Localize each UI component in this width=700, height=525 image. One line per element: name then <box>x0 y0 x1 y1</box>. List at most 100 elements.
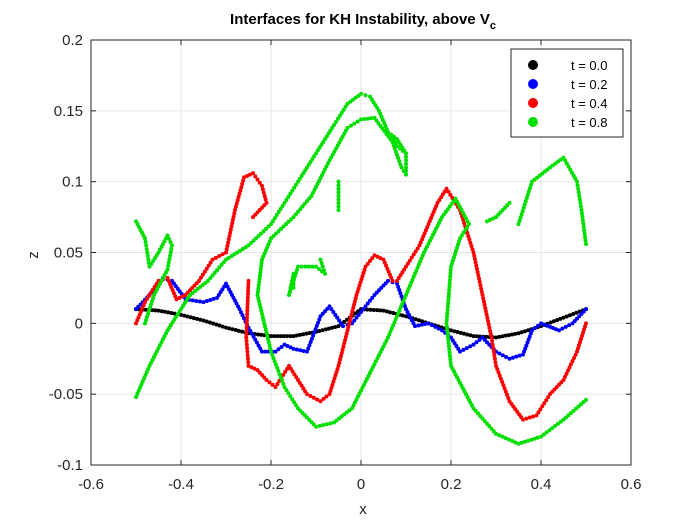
data-point <box>265 333 270 338</box>
data-point <box>299 264 304 269</box>
data-point <box>310 157 315 161</box>
data-point <box>500 353 505 358</box>
data-point <box>363 304 368 309</box>
data-point <box>245 174 249 178</box>
data-point <box>456 346 461 351</box>
data-point <box>368 298 372 303</box>
data-point <box>474 334 479 339</box>
data-point <box>217 323 222 328</box>
data-point <box>288 289 292 294</box>
data-point <box>378 308 383 313</box>
data-point <box>336 179 341 184</box>
data-point <box>237 191 242 196</box>
data-point <box>351 305 356 310</box>
data-point <box>413 324 417 329</box>
data-point <box>398 146 402 151</box>
data-point <box>385 266 390 271</box>
data-point <box>309 336 314 341</box>
data-point <box>168 253 173 258</box>
data-point <box>201 318 206 323</box>
data-point <box>351 403 356 408</box>
data-point <box>166 260 171 265</box>
data-point <box>273 385 278 390</box>
data-point <box>355 119 360 124</box>
data-point <box>492 353 497 358</box>
data-point <box>446 337 451 342</box>
data-point <box>523 346 528 351</box>
data-point <box>574 310 579 315</box>
data-point <box>522 439 527 444</box>
data-point <box>146 366 151 371</box>
data-point <box>274 213 279 218</box>
data-point <box>478 283 483 288</box>
y-tick-label: 0.15 <box>54 103 83 120</box>
data-point <box>431 210 436 215</box>
data-point <box>267 239 272 244</box>
data-point <box>366 373 371 378</box>
data-point <box>469 243 474 248</box>
data-point <box>392 320 397 325</box>
data-point <box>396 276 401 280</box>
data-point <box>429 216 434 221</box>
data-point <box>141 303 146 308</box>
data-point <box>434 203 439 208</box>
legend[interactable]: t = 0.0 t = 0.2 t = 0.4 t = 0.8 <box>510 48 624 138</box>
data-point <box>277 372 282 377</box>
data-point <box>345 328 350 333</box>
data-point <box>255 289 260 294</box>
data-point <box>350 406 354 411</box>
data-point <box>166 264 171 269</box>
data-point <box>413 271 417 276</box>
data-point <box>540 404 545 409</box>
data-point <box>145 250 150 255</box>
data-point <box>208 276 213 281</box>
data-point <box>144 370 149 375</box>
data-point <box>148 290 153 295</box>
data-point <box>291 215 296 220</box>
data-point <box>359 310 363 314</box>
data-point <box>258 305 263 310</box>
data-point <box>539 434 543 439</box>
data-point <box>136 315 141 320</box>
data-point <box>291 334 296 339</box>
data-point <box>294 270 298 275</box>
data-point <box>369 367 374 372</box>
data-point <box>143 236 147 241</box>
data-point <box>578 204 583 209</box>
data-point <box>462 221 467 226</box>
data-point <box>251 238 256 243</box>
data-point <box>282 385 287 390</box>
data-point <box>371 365 375 370</box>
data-point <box>368 259 372 263</box>
data-point <box>551 326 555 331</box>
data-point <box>344 317 349 322</box>
data-point <box>400 270 405 275</box>
data-point <box>493 360 498 365</box>
data-point <box>233 204 238 209</box>
data-point <box>359 91 363 96</box>
data-point <box>375 254 380 259</box>
data-point <box>434 226 438 231</box>
data-point <box>197 278 201 283</box>
data-point <box>315 182 320 187</box>
data-point <box>166 279 171 284</box>
data-point <box>294 182 299 187</box>
data-point <box>343 104 348 109</box>
data-point <box>584 307 588 312</box>
data-point <box>580 218 585 223</box>
data-point <box>321 140 326 144</box>
data-point <box>140 379 145 384</box>
data-point <box>533 326 537 331</box>
data-point <box>292 277 296 282</box>
data-point <box>390 278 395 283</box>
data-point <box>491 346 496 351</box>
data-point <box>246 285 251 290</box>
data-point <box>256 286 261 291</box>
data-point <box>156 308 161 313</box>
data-point <box>169 285 174 290</box>
data-point <box>496 370 501 375</box>
data-point <box>269 222 273 227</box>
data-point <box>293 274 297 279</box>
data-point <box>318 257 323 262</box>
data-point <box>304 331 309 336</box>
